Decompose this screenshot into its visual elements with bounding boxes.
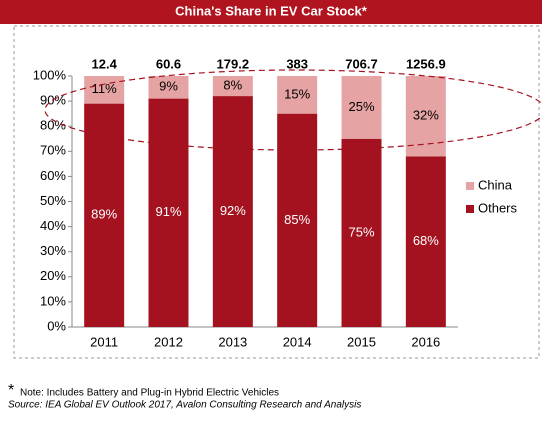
bar-segment [148,76,189,99]
x-tick-label: 2016 [411,334,440,349]
bar-segment [405,156,446,327]
bar-segment [84,76,125,104]
chart-frame [13,25,540,359]
y-tick-label: 30% [40,243,66,258]
data-label: 8% [223,77,242,92]
total-label: 383 [286,56,308,71]
chart-title: China's Share in EV Car Stock* [175,3,368,18]
data-label: 91% [155,204,181,219]
data-label: 25% [348,99,374,114]
bar-segment [212,76,253,97]
data-label: 15% [284,86,310,101]
data-label: 85% [284,212,310,227]
y-tick-label: 80% [40,118,66,133]
data-label: 9% [159,79,178,94]
y-tick-label: 10% [40,293,66,308]
y-tick-label: 20% [40,268,66,283]
total-label: 706.7 [345,56,378,71]
legend-label: China [478,177,513,192]
x-tick-label: 2013 [218,334,247,349]
data-label: 32% [413,108,439,123]
title-bar [0,0,542,24]
bar-segment [277,76,318,114]
bar-segment [277,113,318,328]
total-label: 60.6 [156,56,181,71]
data-label: 11% [92,81,117,96]
y-tick-label: 0% [47,318,66,333]
total-label: 12.4 [92,56,118,71]
y-tick-label: 60% [40,168,66,183]
x-tick-label: 2014 [283,334,312,349]
data-label: 75% [348,224,374,239]
data-label: 68% [413,233,439,248]
x-tick-label: 2012 [154,334,183,349]
x-tick-label: 2011 [90,334,118,349]
bar-segment [341,138,382,327]
data-label: 89% [91,207,117,222]
source: Source: IEA Global EV Outlook 2017, Aval… [8,400,361,411]
y-tick-label: 40% [40,218,66,233]
data-label: 92% [220,203,246,218]
total-label: 179.2 [217,56,250,71]
bar-segment [341,76,382,139]
bar-segment [212,96,253,327]
legend-label: Others [478,200,518,215]
legend-swatch [466,182,474,190]
bar-segment [148,98,189,327]
bar-segment [84,103,125,327]
legend-swatch [466,205,474,213]
x-tick-label: 2015 [347,334,376,349]
y-tick-label: 70% [40,143,66,158]
y-tick-label: 100% [33,67,67,82]
total-label: 1256.9 [406,56,446,71]
note-marker: * [8,382,14,399]
y-tick-label: 50% [40,193,66,208]
note: Note: Includes Battery and Plug-in Hybri… [20,388,279,399]
